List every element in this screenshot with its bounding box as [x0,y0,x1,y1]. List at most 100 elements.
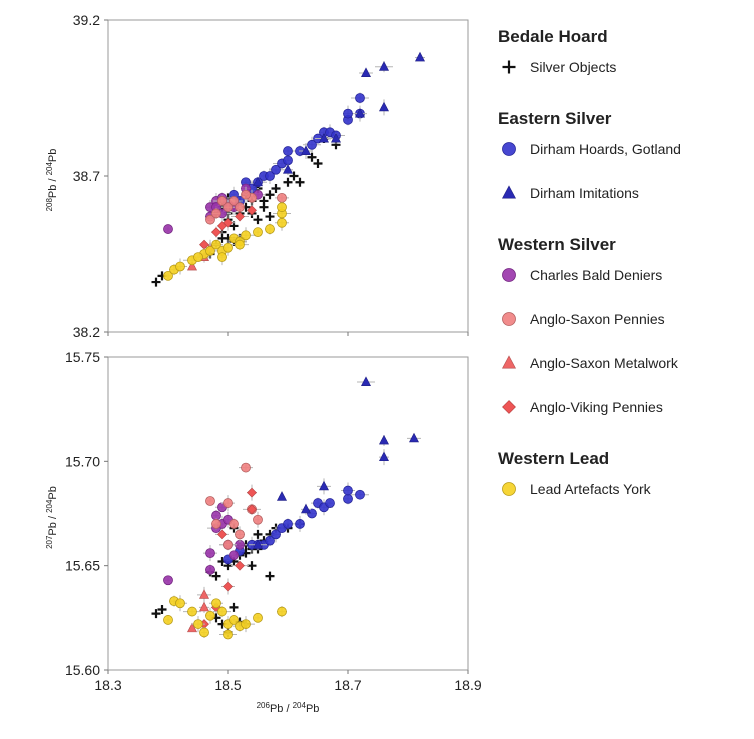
data-point-silver-objects [271,183,281,193]
data-point-lead-artefacts-york [223,629,233,640]
data-point-lead-artefacts-york [277,606,287,617]
data-point-anglo-saxon-pennies [277,192,287,203]
data-point-silver-objects [265,190,275,200]
lower-y-tick-label: 15.65 [65,558,100,574]
data-point-dirham-imitations [355,107,365,118]
data-point-dirham-hoards-gotland [307,139,317,150]
data-point-anglo-saxon-metalwork [187,260,197,271]
data-point-charles-bald-deniers [205,548,215,559]
data-point-dirham-hoards-gotland [265,171,275,181]
data-point-dirham-imitations [409,432,419,443]
data-point-silver-objects [313,159,323,169]
legend-heading-western-silver: Western Silver [498,235,616,254]
data-point-anglo-saxon-pennies [235,202,245,213]
data-point-dirham-hoards-gotland [355,93,365,103]
legend-marker-dirham-hoards-gotland [502,142,516,156]
legend-label-silver-objects: Silver Objects [530,59,616,75]
data-point-lead-artefacts-york [253,227,263,238]
data-point-dirham-imitations [319,480,329,491]
data-point-dirham-hoards-gotland [283,155,293,166]
data-point-dirham-imitations [415,51,425,62]
lower-y-tick-label: 15.75 [65,349,100,365]
data-point-lead-artefacts-york [211,239,221,250]
data-point-dirham-hoards-gotland [355,489,365,500]
data-point-dirham-hoards-gotland [283,519,293,529]
data-point-lead-artefacts-york [277,217,287,228]
legend-label-lead-artefacts-york: Lead Artefacts York [530,481,652,497]
data-point-lead-artefacts-york [235,239,245,250]
lower-x-tick-label: 18.7 [334,677,361,693]
data-point-anglo-saxon-pennies [253,514,263,525]
data-point-lead-artefacts-york [241,619,251,629]
data-point-silver-objects [295,177,305,187]
data-point-anglo-viking-pennies [217,529,227,540]
legend-marker-charles-bald-deniers [502,268,516,282]
legend-label-dirham-imitations: Dirham Imitations [530,185,639,201]
data-point-lead-artefacts-york [163,615,173,625]
lower-y-axis-label: 207Pb / 204Pb [45,486,60,549]
data-point-silver-objects [157,604,167,614]
upper-series-anglo-saxon-pennies [205,186,289,225]
lower-plot-area [107,356,469,671]
data-point-anglo-viking-pennies [247,504,257,515]
upper-series-dirham-imitations [253,51,425,187]
data-point-anglo-viking-pennies [235,211,245,222]
data-point-lead-artefacts-york [217,252,227,263]
data-point-silver-objects [289,171,299,181]
data-point-dirham-imitations [283,164,293,174]
lower-series-lead-artefacts-york [163,595,287,640]
data-point-lead-artefacts-york [265,224,275,234]
legend-marker-anglo-viking-pennies [502,400,516,414]
data-point-dirham-imitations [301,145,311,155]
data-point-silver-objects [253,529,263,539]
data-point-lead-artefacts-york [199,627,209,638]
data-point-charles-bald-deniers [205,564,215,575]
data-point-lead-artefacts-york [193,619,203,629]
data-point-anglo-viking-pennies [247,205,257,216]
upper-y-tick-label: 39.2 [73,12,100,28]
data-point-anglo-viking-pennies [223,581,233,592]
upper-y-tick-label: 38.7 [73,168,100,184]
data-point-anglo-saxon-pennies [235,529,245,540]
data-point-anglo-saxon-metalwork [187,622,197,633]
data-point-anglo-saxon-metalwork [199,601,209,612]
lower-y-tick-label: 15.60 [65,662,100,678]
data-point-anglo-saxon-pennies [223,202,233,213]
data-point-dirham-imitations [361,67,371,77]
data-point-dirham-imitations [253,176,263,187]
data-point-silver-objects [259,202,269,212]
data-point-lead-artefacts-york [229,615,239,625]
legend-heading-eastern-silver: Eastern Silver [498,109,612,128]
data-point-lead-artefacts-york [205,610,215,621]
upper-y-axis-label: 208Pb / 204Pb [45,149,60,212]
data-point-silver-objects [253,215,263,225]
legend-label-anglo-saxon-metalwork: Anglo-Saxon Metalwork [530,355,679,371]
data-point-anglo-saxon-pennies [241,462,251,473]
data-point-silver-objects [151,277,161,287]
lower-x-tick-label: 18.3 [94,677,121,693]
lower-series-anglo-saxon-pennies [205,462,263,550]
data-point-anglo-saxon-pennies [223,539,233,550]
data-point-dirham-imitations [319,132,329,143]
data-point-lead-artefacts-york [193,252,203,263]
data-point-dirham-hoards-gotland [295,519,305,529]
lower-x-axis-label: 206Pb / 204Pb [257,701,320,716]
data-point-dirham-imitations [379,61,389,71]
legend-label-anglo-viking-pennies: Anglo-Viking Pennies [530,399,663,415]
data-point-lead-artefacts-york [253,612,263,623]
lower-series-dirham-imitations [249,376,421,551]
legend: Bedale Hoard Silver Objects Eastern Silver… [498,27,681,497]
legend-marker-silver-objects [502,60,516,74]
data-point-dirham-imitations [331,132,341,143]
data-point-charles-bald-deniers [163,224,173,234]
data-point-dirham-hoards-gotland [271,529,281,540]
upper-series-anglo-viking-pennies [199,204,257,250]
data-point-lead-artefacts-york [217,606,227,617]
data-point-anglo-viking-pennies [211,227,221,238]
data-point-lead-artefacts-york [241,230,251,241]
data-point-anglo-viking-pennies [235,560,245,571]
data-point-silver-objects [265,571,275,581]
data-point-dirham-hoards-gotland [283,146,293,156]
data-point-dirham-imitations [277,491,287,501]
